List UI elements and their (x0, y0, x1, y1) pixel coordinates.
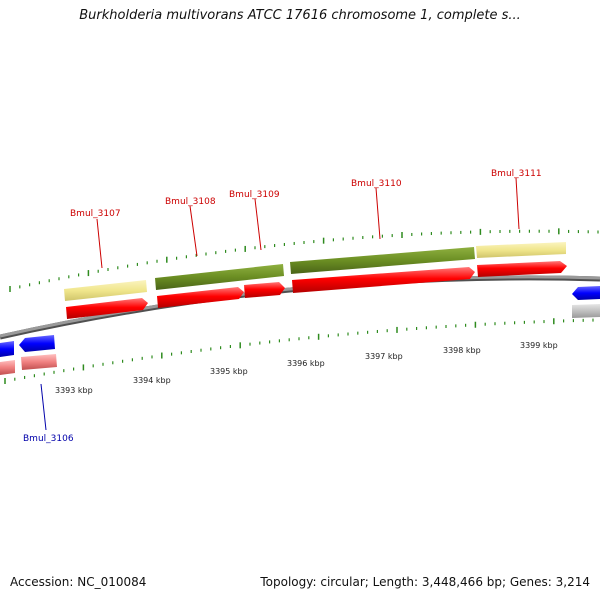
leader-line (96, 218, 103, 269)
leader-line (375, 187, 381, 240)
cds-arrow-blue[interactable] (572, 286, 600, 300)
gene-label-bmul-3107[interactable]: Bmul_3107 (70, 209, 121, 219)
upper-tick-row (9, 228, 599, 292)
gene-feature-pink (21, 354, 57, 370)
cds-arrow-bmul-3107[interactable] (66, 298, 148, 319)
lower-tick-row (4, 318, 594, 384)
cds-arrow-bmul-3109[interactable] (244, 282, 285, 298)
cds-arrow-bmul-3106[interactable] (19, 335, 55, 352)
cds-arrow-blue[interactable] (0, 341, 14, 357)
plus-cds-track (66, 261, 567, 319)
gene-feature-khaki (64, 280, 147, 301)
scale-label: 3399 kbp (520, 341, 558, 350)
scale-labels: 3393 kbp 3394 kbp 3395 kbp 3396 kbp 3397… (55, 341, 558, 395)
gene-label-bmul-3106[interactable]: Bmul_3106 (23, 434, 74, 444)
cds-arrow-bmul-3110[interactable] (292, 267, 475, 293)
map-title: Burkholderia multivorans ATCC 17616 chro… (79, 8, 521, 23)
scale-label: 3396 kbp (287, 359, 325, 368)
leader-line (515, 177, 520, 230)
scale-label: 3395 kbp (210, 367, 248, 376)
gene-label-bmul-3111[interactable]: Bmul_3111 (491, 169, 542, 179)
cds-arrow-bmul-3111[interactable] (477, 261, 567, 277)
leader-line (189, 205, 198, 257)
topology-summary: Topology: circular; Length: 3,448,466 bp… (260, 575, 590, 589)
gene-label-bmul-3110[interactable]: Bmul_3110 (351, 179, 402, 189)
minus-gene-track (0, 335, 57, 375)
plus-gene-track (64, 242, 566, 301)
gene-feature-gray (572, 304, 600, 318)
cds-arrow-bmul-3108[interactable] (157, 287, 244, 308)
gene-labels: Bmul_3107 Bmul_3108 Bmul_3109 Bmul_3110 … (23, 169, 542, 444)
gene-feature-olive (155, 264, 284, 290)
scale-label: 3393 kbp (55, 386, 93, 395)
scale-label: 3397 kbp (365, 352, 403, 361)
leader-line (254, 198, 262, 251)
gene-feature-khaki (476, 242, 566, 258)
gene-label-bmul-3109[interactable]: Bmul_3109 (229, 190, 280, 200)
scale-label: 3398 kbp (443, 346, 481, 355)
leader-line (40, 383, 47, 431)
scale-label: 3394 kbp (133, 376, 171, 385)
gene-feature-olive (290, 247, 475, 274)
gene-label-bmul-3108[interactable]: Bmul_3108 (165, 197, 216, 207)
right-edge-features (572, 286, 600, 318)
gene-feature-pink (0, 360, 15, 375)
accession-text: Accession: NC_010084 (10, 575, 147, 589)
